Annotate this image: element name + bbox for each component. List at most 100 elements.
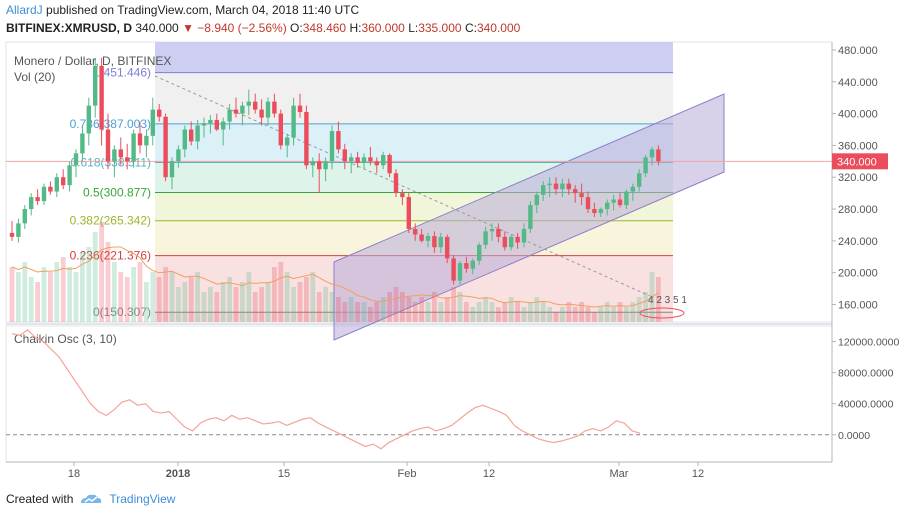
low-label: L: — [408, 21, 419, 35]
tradingview-logo-icon — [81, 494, 102, 503]
candle-body — [112, 149, 117, 162]
candle-body — [246, 101, 251, 106]
candle-body — [189, 129, 194, 142]
candle-body — [9, 232, 15, 237]
candle-body — [624, 191, 629, 206]
volume-bar — [342, 302, 348, 322]
volume-bar — [54, 262, 60, 322]
candle-body — [41, 186, 47, 202]
volume-bar — [380, 297, 386, 322]
candle-body — [285, 137, 290, 146]
volume-bar — [163, 267, 168, 322]
candle-body — [406, 197, 411, 229]
volume-bar — [297, 282, 303, 322]
candle-body — [592, 209, 597, 214]
volume-bar — [521, 307, 527, 322]
volume-bar — [22, 262, 28, 322]
volume-bar — [464, 302, 469, 322]
volume-bar — [508, 297, 514, 322]
volume-bar — [585, 307, 591, 322]
volume-bar — [656, 277, 661, 322]
volume-bar — [48, 272, 53, 322]
volume-bar — [201, 292, 207, 322]
candle-body — [150, 109, 155, 136]
candle-body — [637, 173, 642, 187]
volume-bar — [28, 277, 34, 322]
volume-bar — [483, 297, 488, 322]
volume-bar — [329, 292, 335, 322]
candle-body — [573, 189, 578, 194]
candle-body — [489, 228, 495, 232]
volume-bar — [240, 282, 245, 322]
volume-bar — [150, 272, 156, 322]
candle-body — [566, 183, 571, 190]
candle-body — [477, 244, 482, 261]
volume-bar — [99, 222, 104, 322]
author-link[interactable]: AllardJ — [6, 3, 43, 17]
volume-bar — [387, 292, 392, 322]
volume-bar — [374, 302, 380, 322]
candle-body — [413, 228, 418, 235]
volume-bar — [137, 262, 143, 322]
volume-bar — [540, 302, 546, 322]
time-axis-label: 18 — [68, 468, 80, 480]
fib-label: 0.382(265.342) — [70, 214, 151, 228]
volume-bar — [451, 287, 456, 322]
candle-body — [617, 199, 623, 206]
candle-body — [400, 193, 405, 198]
chart-legend-volume: Vol (20) — [14, 70, 55, 84]
open-value: 348.460 — [302, 21, 347, 35]
candle-body — [86, 105, 91, 134]
candle-body — [611, 199, 616, 203]
candle-body — [195, 125, 200, 142]
fib-zone-top — [155, 42, 673, 73]
close-label: C: — [464, 21, 477, 35]
candle-body — [643, 157, 648, 174]
candle-body — [54, 177, 59, 192]
price-axis-label: 200.000 — [838, 268, 878, 280]
candle-body — [355, 157, 360, 163]
volume-bar — [592, 312, 597, 322]
candle-body — [630, 186, 635, 192]
volume-bar — [16, 272, 21, 322]
publish-info: AllardJ published on TradingView.com, Ma… — [6, 3, 359, 17]
volume-bar — [291, 287, 296, 322]
volume-bar — [118, 272, 124, 322]
volume-bar — [169, 272, 175, 322]
candle-body — [73, 153, 79, 166]
volume-bar — [182, 282, 188, 322]
candle-body — [336, 131, 341, 150]
candle-body — [259, 109, 264, 118]
candle-body — [361, 157, 367, 163]
last-price: 340.000 — [135, 21, 179, 35]
candle-body — [214, 119, 219, 130]
volume-bar — [80, 252, 85, 322]
fib-label: 0.618(338.511) — [70, 156, 151, 170]
candle-body — [67, 165, 72, 186]
candle-body — [310, 161, 315, 166]
volume-bar — [368, 307, 373, 322]
time-axis-label: 12 — [692, 468, 704, 480]
volume-bar — [310, 272, 316, 322]
price-axis-label: 160.000 — [838, 300, 878, 312]
volume-bar — [188, 277, 194, 322]
candle-body — [157, 109, 162, 117]
volume-bar — [323, 287, 328, 322]
candle-body — [291, 105, 296, 138]
volume-bar — [348, 297, 354, 322]
tradingview-link[interactable]: TradingView — [109, 492, 176, 506]
candle-body — [233, 109, 239, 114]
volume-bar — [131, 267, 136, 322]
candle-body — [528, 205, 533, 229]
candle-body — [304, 112, 309, 166]
volume-bar — [220, 282, 226, 322]
oscillator-label: Chaikin Osc (3, 10) — [14, 332, 117, 346]
candle-body — [144, 135, 149, 146]
candle-body — [387, 154, 392, 174]
osc-axis-label: 0.0000 — [838, 430, 870, 442]
volume-bar — [412, 302, 418, 322]
volume-bar — [406, 297, 412, 322]
created-with-text: Created with — [6, 492, 74, 506]
volume-bar — [624, 307, 629, 322]
